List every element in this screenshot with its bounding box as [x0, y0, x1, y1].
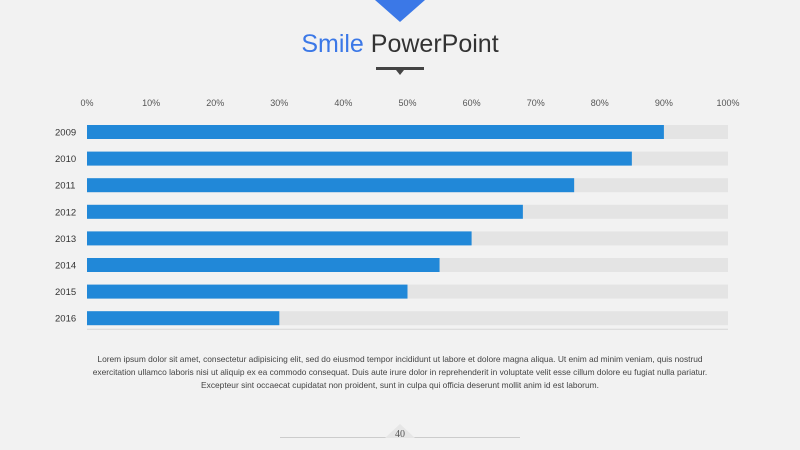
title-main-word: PowerPoint [370, 30, 499, 58]
title-accent-word: Smile [301, 30, 364, 58]
page-number: 40 [395, 429, 405, 440]
slide-title: Smile PowerPoint [0, 30, 800, 59]
title-underline [376, 67, 424, 70]
x-tick-label: 100% [716, 98, 739, 108]
bar-2014 [87, 258, 440, 272]
title-underline-pointer [396, 70, 404, 75]
footer-page-marker [385, 424, 415, 438]
bar-2015 [87, 284, 408, 299]
bar-2016 [87, 311, 280, 326]
category-label: 2015 [55, 287, 76, 298]
x-tick-label: 90% [655, 98, 673, 108]
bar-2012 [87, 204, 523, 219]
x-tick-label: 80% [591, 98, 609, 108]
category-label: 2009 [55, 128, 76, 139]
bar-2009 [87, 125, 664, 139]
x-tick-label: 50% [398, 98, 416, 108]
x-tick-label: 20% [206, 98, 224, 108]
category-label: 2016 [55, 314, 76, 325]
x-tick-label: 30% [270, 98, 288, 108]
bar-2013 [87, 231, 472, 246]
category-label: 2012 [55, 207, 76, 218]
x-tick-label: 70% [527, 98, 545, 108]
x-tick-label: 60% [463, 98, 481, 108]
bar-2010 [87, 151, 632, 166]
bar-chart: 0% 10% 20% 30% 40% 50% 60% 70% 80% 90% 100% 2009 201… [55, 98, 740, 330]
body-paragraph: Lorem ipsum dolor sit amet, consectetur … [92, 354, 708, 390]
top-triangle-decoration [375, 0, 425, 22]
x-tick-label: 10% [142, 98, 160, 108]
category-label: 2011 [55, 181, 75, 192]
x-tick-label: 0% [80, 98, 93, 108]
category-label: 2013 [55, 234, 76, 245]
category-label: 2014 [55, 261, 76, 272]
bar-2011 [87, 178, 575, 193]
category-label: 2010 [55, 154, 76, 165]
x-tick-label: 40% [334, 98, 352, 108]
